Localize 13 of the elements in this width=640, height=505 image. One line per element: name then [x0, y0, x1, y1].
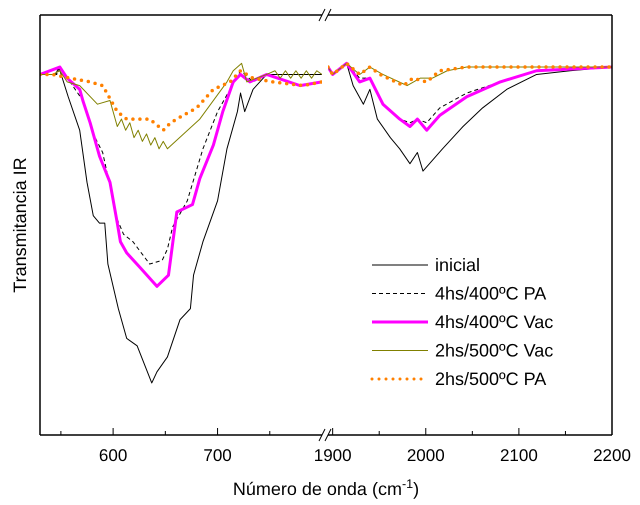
- x-tick-label: 1900: [314, 446, 352, 465]
- legend-label: 2hs/500ºC PA: [435, 369, 546, 389]
- x-tick-label: 700: [203, 446, 232, 465]
- x-tick-label: 600: [98, 446, 128, 465]
- legend-label: 2hs/500ºC Vac: [435, 340, 554, 360]
- x-tick-label: 2000: [406, 446, 445, 465]
- x-axis-title: Número de onda (cm$^{-1}$): [232, 477, 420, 499]
- x-tick-label: 2100: [500, 446, 538, 465]
- legend-label: 4hs/400ºC Vac: [435, 312, 554, 332]
- x-tick-label: 2200: [593, 446, 631, 465]
- y-axis-title: Transmitancia IR: [10, 157, 30, 293]
- legend-label: inicial: [435, 255, 480, 275]
- legend-label: 4hs/400ºC PA: [435, 284, 546, 304]
